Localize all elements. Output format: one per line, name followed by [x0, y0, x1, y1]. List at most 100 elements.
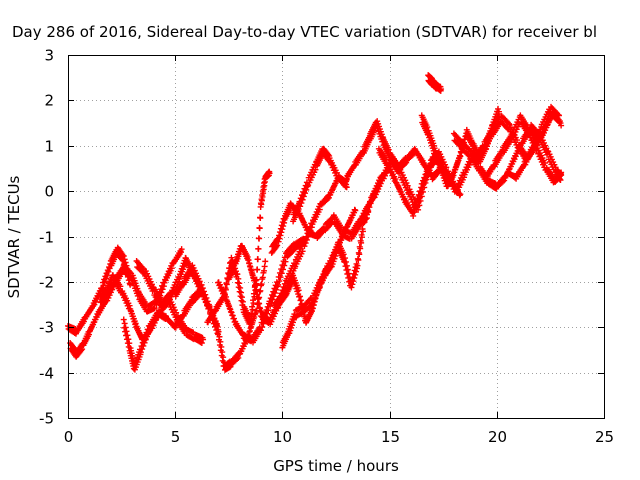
data-point: [215, 328, 222, 335]
data-point: [273, 243, 280, 250]
data-point: [411, 208, 418, 215]
data-point: [385, 146, 392, 153]
data-point: [355, 257, 362, 263]
data-point: [438, 86, 445, 93]
data-point: [333, 247, 340, 254]
data-point: [524, 124, 531, 131]
data-point: [277, 274, 284, 281]
data-point: [382, 172, 389, 179]
data-point: [354, 262, 361, 269]
data-point: [302, 190, 309, 197]
data-point: [380, 175, 387, 182]
data-point: [237, 284, 244, 291]
data-point: [249, 306, 256, 313]
data-point: [257, 215, 264, 222]
data-point: [262, 258, 269, 265]
data-point: [104, 272, 111, 279]
data-point: [424, 171, 431, 178]
data-point: [144, 333, 151, 340]
y-tick-label: -4: [39, 365, 54, 383]
data-point: [203, 294, 210, 301]
data-point: [553, 116, 560, 123]
data-point: [558, 122, 565, 129]
data-point: [255, 245, 262, 252]
data-point: [165, 298, 172, 305]
data-point: [204, 298, 211, 305]
x-tick-label: 10: [273, 428, 292, 446]
data-point: [277, 232, 284, 239]
data-point: [457, 191, 464, 198]
data-point: [401, 160, 408, 167]
data-point: [206, 303, 213, 310]
series-2: [97, 272, 207, 347]
data-point: [168, 265, 175, 272]
data-point: [299, 196, 306, 203]
y-tick-label: -1: [39, 229, 54, 247]
grid: [68, 55, 604, 418]
data-point: [257, 327, 264, 334]
data-point: [558, 169, 565, 176]
data-point: [127, 281, 134, 288]
data-point: [295, 287, 302, 294]
data-point: [275, 238, 282, 245]
data-point: [219, 349, 226, 356]
data-point: [348, 284, 355, 291]
data-point: [419, 184, 426, 191]
data-point: [404, 182, 411, 189]
data-point: [158, 289, 165, 296]
data-point: [178, 246, 185, 253]
data-point: [302, 240, 309, 247]
data-point: [198, 340, 205, 347]
x-tick-label: 15: [381, 428, 400, 446]
x-tick-label: 5: [171, 428, 181, 446]
data-point: [124, 332, 131, 339]
data-point: [252, 281, 259, 288]
data-point: [303, 186, 310, 193]
data-point: [238, 294, 245, 301]
data-point: [213, 322, 220, 329]
data-point: [282, 258, 289, 265]
data-point: [267, 303, 274, 310]
series-16: [425, 72, 445, 94]
data-point: [247, 319, 254, 326]
data-point: [269, 296, 276, 303]
data-point: [306, 296, 313, 303]
data-point: [101, 278, 108, 285]
data-point: [254, 256, 261, 263]
data-point: [297, 203, 304, 210]
data-point: [424, 124, 431, 131]
data-point: [278, 229, 285, 236]
data-point: [412, 204, 419, 211]
data-point: [273, 286, 280, 293]
data-point: [239, 298, 246, 305]
data-point: [356, 251, 363, 258]
y-tick-label: -5: [39, 410, 54, 428]
data-point: [256, 225, 263, 232]
data-point: [231, 265, 238, 272]
data-point: [358, 239, 365, 246]
data-point: [316, 284, 323, 291]
data-point: [443, 164, 450, 171]
data-point: [120, 253, 127, 260]
data-point: [279, 226, 286, 233]
data-point: [345, 270, 352, 277]
data-point: [289, 322, 296, 329]
data-point: [248, 312, 255, 319]
chart-title: Day 286 of 2016, Sidereal Day-to-day VTE…: [12, 23, 597, 41]
data-point: [126, 340, 133, 347]
data-point: [536, 131, 543, 138]
data-point: [535, 134, 542, 141]
data-point: [198, 281, 205, 288]
data-point: [276, 278, 283, 285]
data-point: [349, 281, 356, 288]
data-point: [256, 235, 263, 242]
data-point: [300, 193, 307, 200]
series-6: [204, 168, 273, 327]
data-point: [359, 228, 366, 235]
x-tick-label: 25: [595, 428, 614, 446]
data-point: [298, 310, 305, 317]
data-point: [421, 177, 428, 184]
data-point: [495, 105, 502, 112]
data-point: [121, 256, 128, 263]
